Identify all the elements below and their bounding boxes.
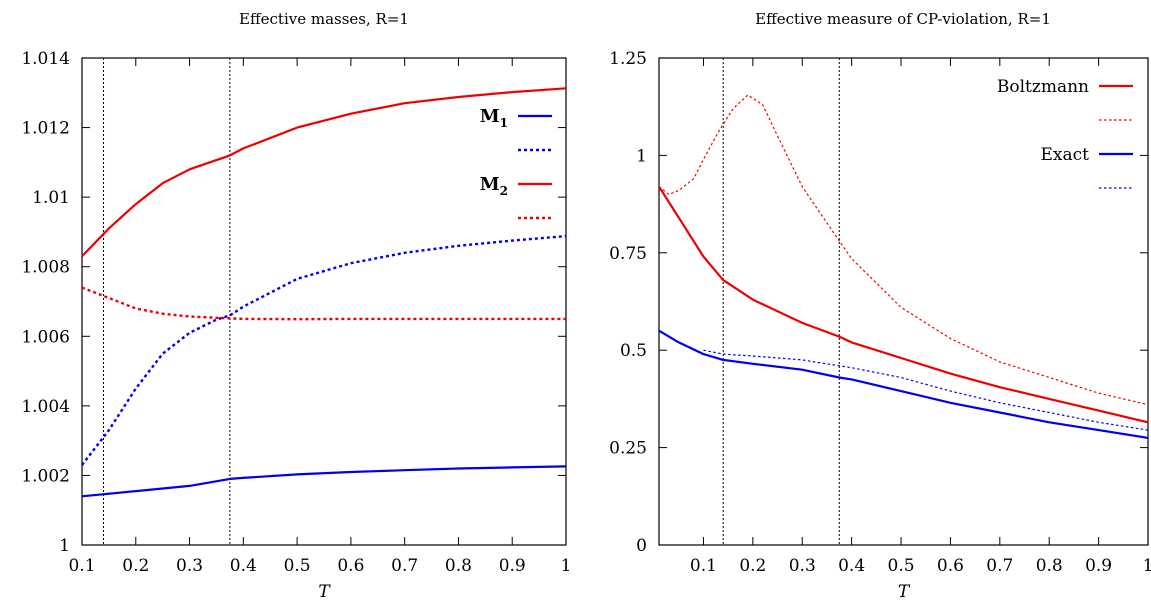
series-line-2 (81, 234, 567, 466)
y-tick-label: 1.012 (21, 119, 70, 139)
chart-1: Effective masses, R=1 0.1 0.2 0.3 0.4 0.5 0.6 0… (21, 10, 571, 602)
y-tick-label: 1.25 (609, 49, 647, 69)
legend-label-1: Boltzmann (997, 77, 1089, 97)
x-tick-label: 0.8 (445, 556, 472, 576)
y-tick-label: 0 (636, 536, 647, 556)
x-tick-label: 0.2 (122, 556, 149, 576)
chart-2: Effective measure of CP-violation, R=1 0.… (609, 10, 1151, 602)
x-tick-label: 0.1 (690, 556, 717, 576)
series-line-1 (658, 186, 1149, 424)
x-tick-label: 0.2 (739, 556, 766, 576)
chart-title: Effective measure of CP-violation, R=1 (755, 10, 1051, 28)
plot-frame (658, 57, 1149, 546)
series-line-3 (658, 329, 1149, 439)
y-tick-label: 1.014 (21, 49, 70, 69)
x-tick-label: 1 (561, 556, 572, 576)
x-axis-label: T (318, 582, 331, 602)
y-tick-label: 1 (636, 146, 647, 166)
series-line-2 (658, 94, 1149, 406)
x-tick-label: 0.7 (391, 556, 418, 576)
x-tick-label: 1 (1143, 556, 1151, 576)
x-tick-label: 0.6 (337, 556, 364, 576)
x-tick-label: 0.9 (1085, 556, 1112, 576)
x-tick-label: 0.5 (888, 556, 915, 576)
x-tick-label: 0.4 (838, 556, 865, 576)
x-axis-label: T (898, 582, 911, 602)
y-tick-label: 1.01 (32, 188, 70, 208)
legend-label-3: M2 (480, 174, 508, 198)
x-tick-label: 0.3 (176, 556, 203, 576)
x-tick-label: 0.3 (789, 556, 816, 576)
legend-label-3: Exact (1041, 145, 1090, 165)
x-tick-label: 0.6 (937, 556, 964, 576)
series-line-4 (703, 349, 1149, 431)
y-tick-label: 1.008 (21, 258, 70, 278)
plot-frame (81, 57, 567, 546)
y-tick-label: 1.006 (21, 327, 70, 347)
y-tick-label: 0.5 (620, 341, 647, 361)
x-tick-label: 0.9 (499, 556, 526, 576)
legend-label-1: M1 (480, 106, 508, 130)
series-line-1 (81, 465, 567, 498)
x-tick-label: 0.4 (230, 556, 257, 576)
chart-title: Effective masses, R=1 (239, 10, 409, 28)
y-tick-label: 1 (59, 536, 70, 556)
y-tick-label: 1.004 (21, 397, 70, 417)
y-tick-label: 0.25 (609, 439, 647, 459)
series-line-3 (81, 87, 567, 258)
y-tick-label: 1.002 (21, 466, 70, 486)
x-tick-label: 0.7 (986, 556, 1013, 576)
y-tick-label: 0.75 (609, 244, 647, 264)
x-tick-label: 0.1 (68, 556, 95, 576)
x-tick-label: 0.8 (1036, 556, 1063, 576)
x-tick-label: 0.5 (284, 556, 311, 576)
series-line-4 (81, 286, 566, 321)
